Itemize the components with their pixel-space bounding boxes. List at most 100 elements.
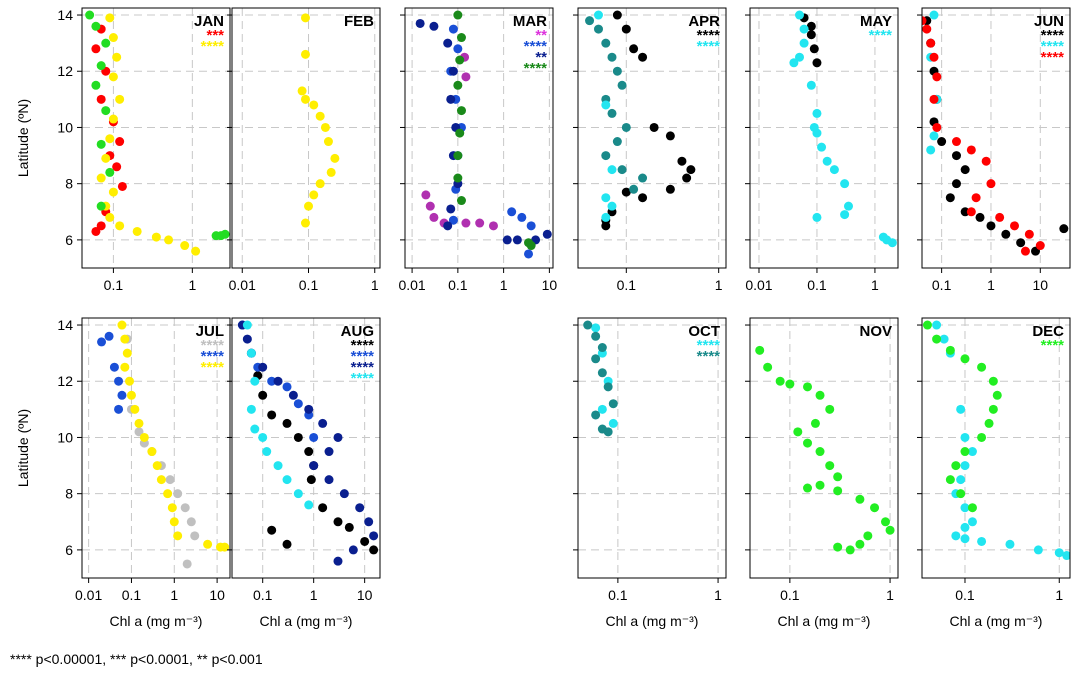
significance: ****: [1041, 337, 1065, 354]
point: [246, 404, 256, 414]
point: [105, 167, 115, 177]
y-tick-label: 10: [57, 429, 73, 445]
point: [186, 517, 196, 527]
panel-title: NOV: [859, 323, 892, 340]
point: [344, 522, 354, 532]
x-tick-label: 1: [310, 587, 318, 603]
point: [803, 483, 813, 493]
point: [825, 404, 835, 414]
point: [455, 128, 465, 138]
point: [601, 151, 611, 161]
point: [453, 151, 463, 161]
point: [101, 38, 111, 48]
x-tick-label: 1: [715, 277, 723, 293]
point: [608, 418, 618, 428]
point: [951, 461, 961, 471]
point: [986, 179, 996, 189]
x-tick-label: 1: [188, 277, 196, 293]
point: [147, 447, 157, 457]
y-tick-label: 10: [57, 119, 73, 135]
point: [262, 447, 272, 457]
point: [621, 122, 631, 132]
point: [926, 38, 936, 48]
significance: **: [535, 49, 547, 66]
point: [617, 165, 627, 175]
point: [829, 165, 839, 175]
frame: [404, 7, 554, 269]
point: [156, 475, 166, 485]
panel-title: OCT: [688, 323, 720, 340]
point: [951, 531, 961, 541]
point: [108, 72, 118, 82]
y-tick-label: 6: [65, 542, 73, 558]
point: [117, 181, 127, 191]
panel: 0.1 1 DEC**** Chl a (mg m⁻³): [917, 317, 1071, 629]
point: [250, 376, 260, 386]
point: [960, 354, 970, 364]
point: [461, 218, 471, 228]
point: [967, 447, 977, 457]
points: [755, 345, 895, 555]
points: [297, 13, 340, 228]
points: [85, 10, 230, 256]
point: [665, 184, 675, 194]
point: [885, 525, 895, 535]
point: [815, 480, 825, 490]
point: [96, 173, 106, 183]
point: [822, 156, 832, 166]
point: [130, 404, 140, 414]
point: [1059, 224, 1069, 234]
point: [96, 94, 106, 104]
x-axis-label: Chl a (mg m⁻³): [606, 613, 699, 629]
point: [638, 193, 648, 203]
point: [922, 320, 932, 330]
point: [833, 542, 843, 552]
frame: [749, 7, 899, 269]
point: [960, 165, 970, 175]
x-tick-label: 0.1: [780, 587, 800, 603]
point: [593, 24, 603, 34]
point: [932, 334, 942, 344]
footnote: **** p<0.00001, *** p<0.0001, ** p<0.001: [10, 651, 263, 667]
point: [91, 44, 101, 54]
frame: [577, 7, 727, 269]
x-tick-label: 1: [500, 277, 508, 293]
point: [122, 348, 132, 358]
point: [806, 21, 816, 31]
point: [300, 94, 310, 104]
point: [258, 362, 268, 372]
point: [617, 80, 627, 90]
significance: ****: [697, 27, 721, 44]
point: [1016, 238, 1026, 248]
point: [220, 229, 230, 239]
point: [429, 21, 439, 31]
significance: ****: [1041, 38, 1065, 55]
point: [104, 331, 114, 341]
panel-title: JUN: [1034, 13, 1064, 30]
point: [1062, 551, 1070, 561]
point: [151, 232, 161, 242]
x-tick-label: 10: [1033, 277, 1049, 293]
point: [348, 545, 358, 555]
point: [601, 38, 611, 48]
point: [591, 410, 601, 420]
point: [806, 80, 816, 90]
panel-title: JAN: [194, 13, 224, 30]
x-tick-label: 0.1: [807, 277, 827, 293]
x-tick-label: 1: [886, 587, 894, 603]
point: [105, 13, 115, 23]
point: [855, 494, 865, 504]
point: [665, 131, 675, 141]
point: [446, 94, 456, 104]
point: [812, 108, 822, 118]
point: [120, 362, 130, 372]
point: [812, 128, 822, 138]
x-tick-label: 0.1: [932, 277, 952, 293]
point: [475, 218, 485, 228]
point: [242, 320, 252, 330]
point: [960, 447, 970, 457]
point: [799, 24, 809, 34]
significance: ****: [1041, 49, 1065, 66]
point: [250, 424, 260, 434]
point: [443, 38, 453, 48]
